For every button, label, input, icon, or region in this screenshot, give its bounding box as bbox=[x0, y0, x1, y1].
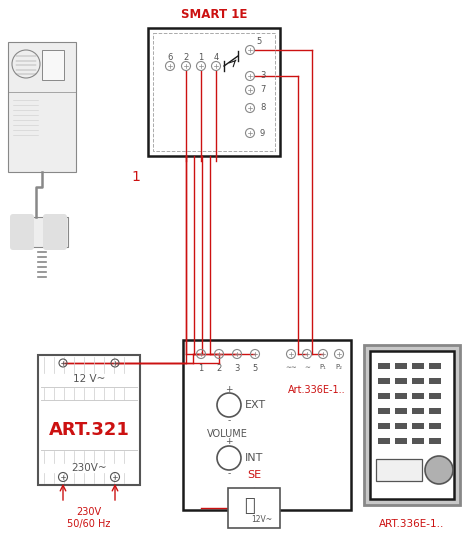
Text: 2: 2 bbox=[183, 52, 189, 62]
Bar bbox=[378, 363, 390, 369]
Text: 2: 2 bbox=[216, 364, 222, 373]
Text: +: + bbox=[225, 384, 233, 393]
Text: +: + bbox=[225, 437, 233, 447]
Text: 3: 3 bbox=[234, 364, 240, 373]
Text: 1: 1 bbox=[199, 364, 204, 373]
Bar bbox=[412, 393, 424, 399]
Bar bbox=[376, 459, 422, 481]
Text: INT: INT bbox=[245, 453, 264, 463]
Text: Art.336E-1..: Art.336E-1.. bbox=[288, 385, 346, 395]
Text: P₂: P₂ bbox=[336, 364, 343, 370]
Bar bbox=[378, 393, 390, 399]
Text: 1: 1 bbox=[132, 170, 140, 184]
Text: 9: 9 bbox=[260, 129, 265, 138]
Bar bbox=[183, 340, 351, 510]
Text: ART.321: ART.321 bbox=[48, 421, 129, 439]
Bar bbox=[412, 423, 424, 429]
Bar bbox=[378, 408, 390, 414]
Bar bbox=[13, 217, 68, 247]
Text: -: - bbox=[228, 416, 231, 426]
Bar bbox=[370, 351, 454, 499]
Bar bbox=[412, 408, 424, 414]
Bar bbox=[429, 378, 441, 384]
Text: 12 V~: 12 V~ bbox=[73, 374, 105, 384]
Bar bbox=[429, 438, 441, 444]
Bar bbox=[429, 363, 441, 369]
Bar bbox=[38, 355, 140, 485]
Text: EXT: EXT bbox=[245, 400, 266, 410]
Text: ∼∼: ∼∼ bbox=[285, 364, 297, 370]
Bar bbox=[148, 28, 280, 156]
Bar bbox=[42, 50, 64, 80]
Text: 3: 3 bbox=[260, 72, 265, 80]
Text: SE: SE bbox=[247, 470, 261, 480]
Text: SMART 1E: SMART 1E bbox=[181, 8, 247, 21]
Text: 12V~: 12V~ bbox=[251, 515, 273, 525]
Bar bbox=[412, 363, 424, 369]
Bar bbox=[395, 438, 407, 444]
Text: 4: 4 bbox=[213, 52, 219, 62]
Bar bbox=[412, 438, 424, 444]
Text: P₁: P₁ bbox=[319, 364, 327, 370]
Bar bbox=[378, 438, 390, 444]
FancyBboxPatch shape bbox=[43, 214, 67, 250]
Text: 5: 5 bbox=[256, 37, 262, 47]
FancyBboxPatch shape bbox=[10, 214, 34, 250]
Bar bbox=[429, 408, 441, 414]
Bar bbox=[395, 363, 407, 369]
Bar bbox=[395, 423, 407, 429]
Bar bbox=[429, 393, 441, 399]
Text: 230V
50/60 Hz: 230V 50/60 Hz bbox=[67, 507, 111, 530]
Bar bbox=[412, 378, 424, 384]
Text: 5: 5 bbox=[252, 364, 258, 373]
Text: ∼: ∼ bbox=[304, 364, 310, 370]
Bar bbox=[153, 33, 275, 151]
Bar bbox=[395, 393, 407, 399]
Text: 230V~: 230V~ bbox=[71, 463, 107, 473]
Bar bbox=[378, 378, 390, 384]
Text: 7: 7 bbox=[260, 85, 265, 95]
Circle shape bbox=[425, 456, 453, 484]
Text: ART.336E-1..: ART.336E-1.. bbox=[379, 519, 445, 529]
Bar bbox=[429, 423, 441, 429]
Text: -: - bbox=[228, 470, 231, 478]
Bar bbox=[395, 408, 407, 414]
Bar bbox=[395, 378, 407, 384]
Bar bbox=[228, 488, 280, 528]
Text: 1: 1 bbox=[199, 52, 204, 62]
Bar bbox=[364, 345, 460, 505]
Bar bbox=[8, 42, 76, 172]
Text: ⍾: ⍾ bbox=[245, 497, 255, 515]
Bar bbox=[378, 423, 390, 429]
Text: 6: 6 bbox=[167, 52, 173, 62]
Text: 8: 8 bbox=[260, 103, 265, 113]
Text: VOLUME: VOLUME bbox=[207, 429, 248, 439]
